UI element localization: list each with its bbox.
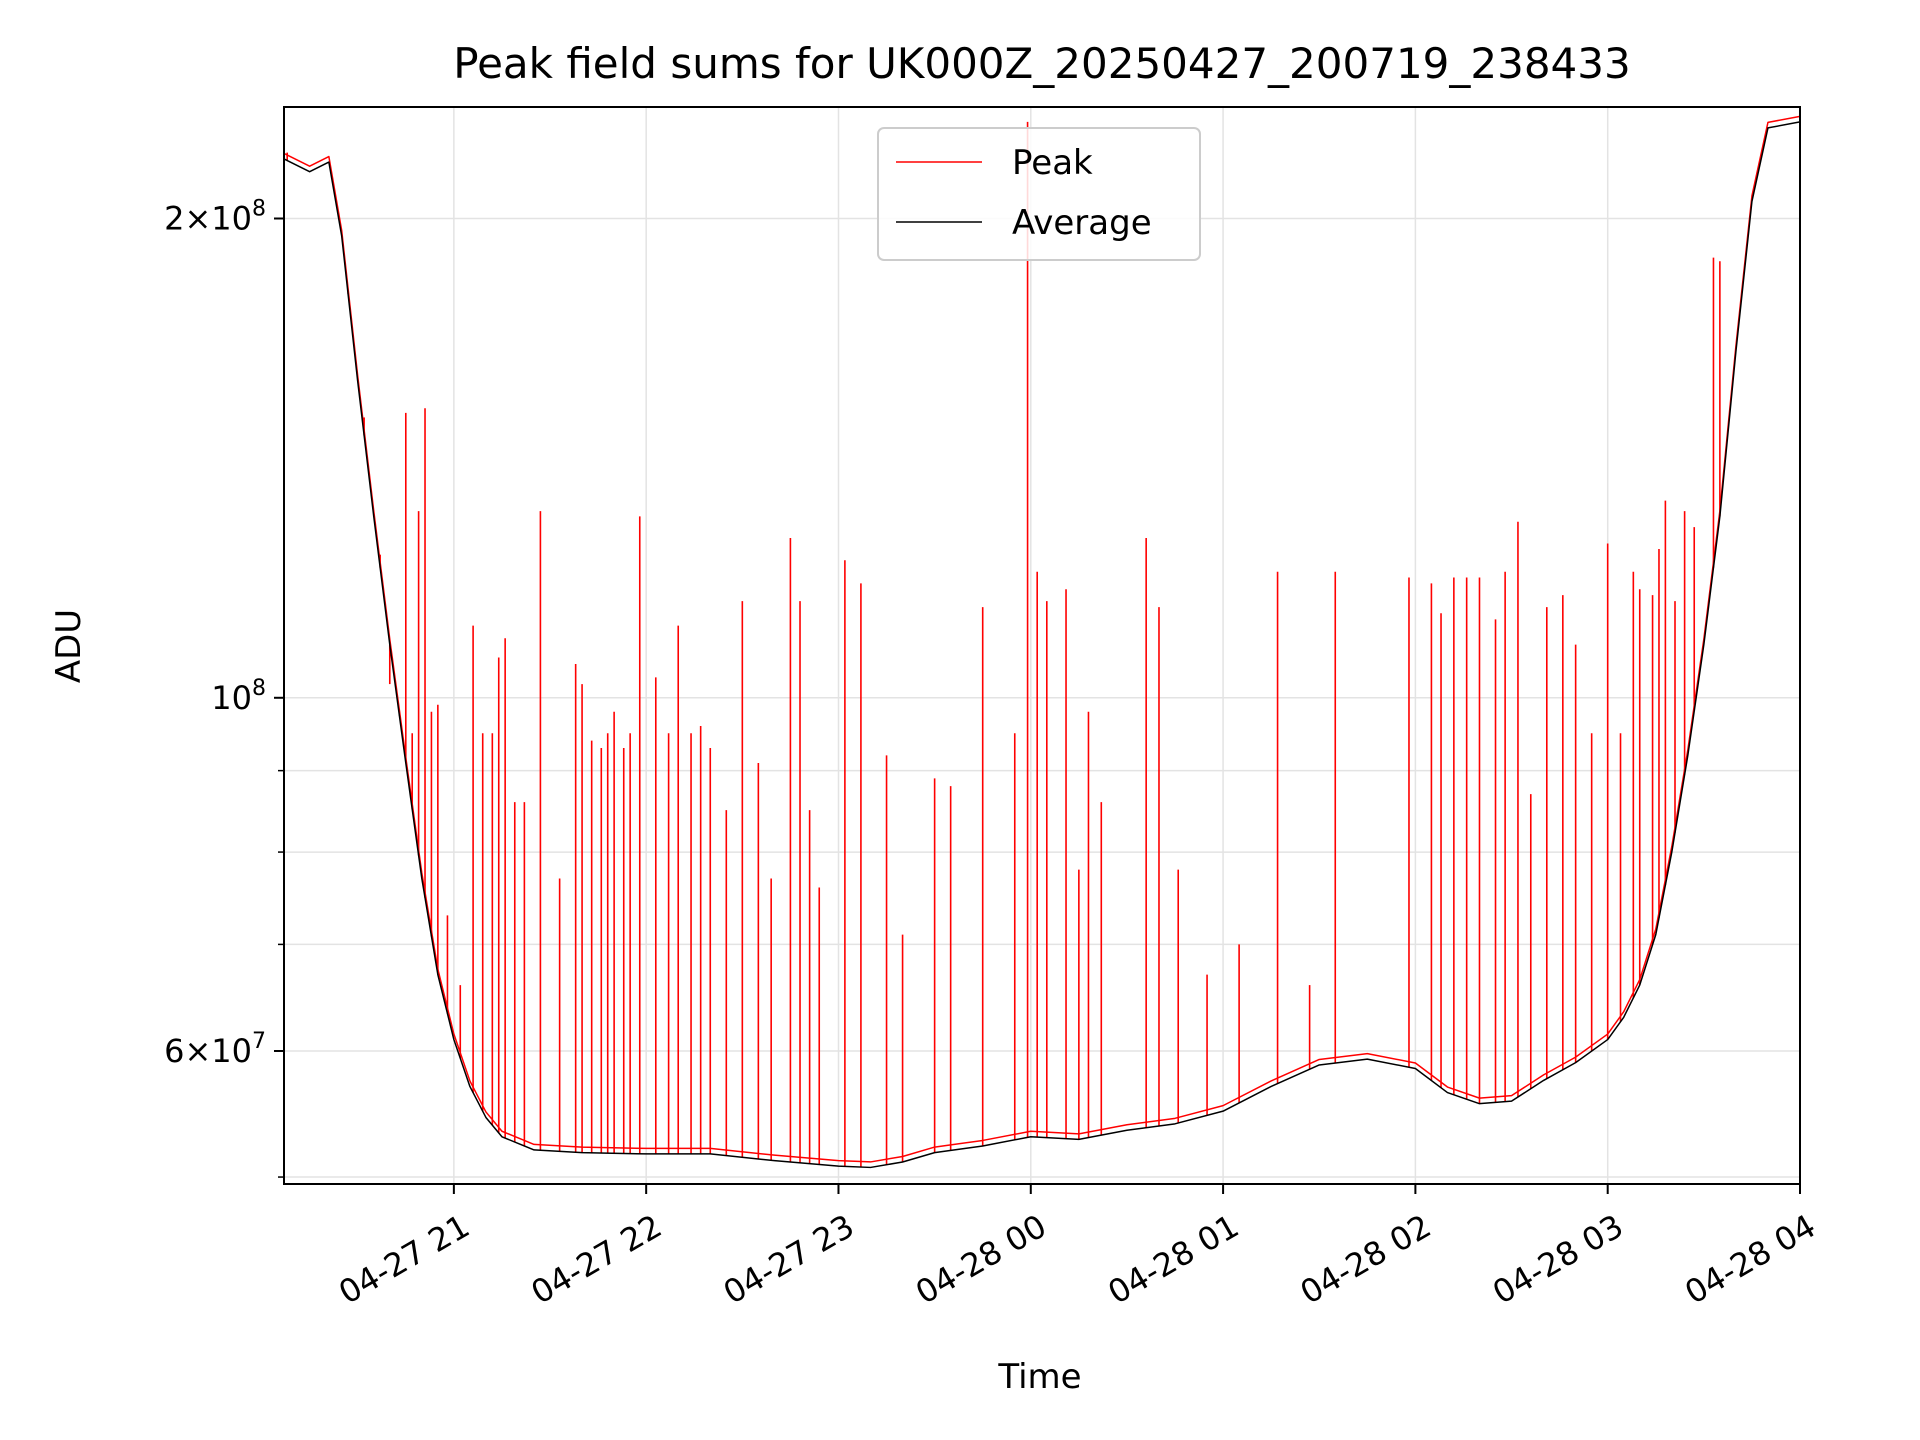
chart-title: Peak field sums for UK000Z_20250427_2007… <box>453 39 1630 88</box>
y-tick-label: 6×107 <box>164 1029 266 1070</box>
average-line <box>283 121 1801 1169</box>
y-axis: 6×107 108 2×108 <box>164 197 284 1178</box>
y-axis-label: ADU <box>49 609 89 683</box>
plot-frame <box>283 106 1801 1185</box>
legend-average-label: Average <box>1012 203 1152 243</box>
legend-peak-label: Peak <box>1012 143 1093 183</box>
legend: Peak Average <box>877 127 1201 261</box>
average-series <box>283 121 1801 1169</box>
x-axis-label: Time <box>997 1357 1081 1397</box>
y-tick-label: 2×108 <box>164 197 266 238</box>
y-tick-label: 108 <box>211 676 266 717</box>
peak-series <box>283 115 1801 1168</box>
legend-box <box>877 127 1201 261</box>
